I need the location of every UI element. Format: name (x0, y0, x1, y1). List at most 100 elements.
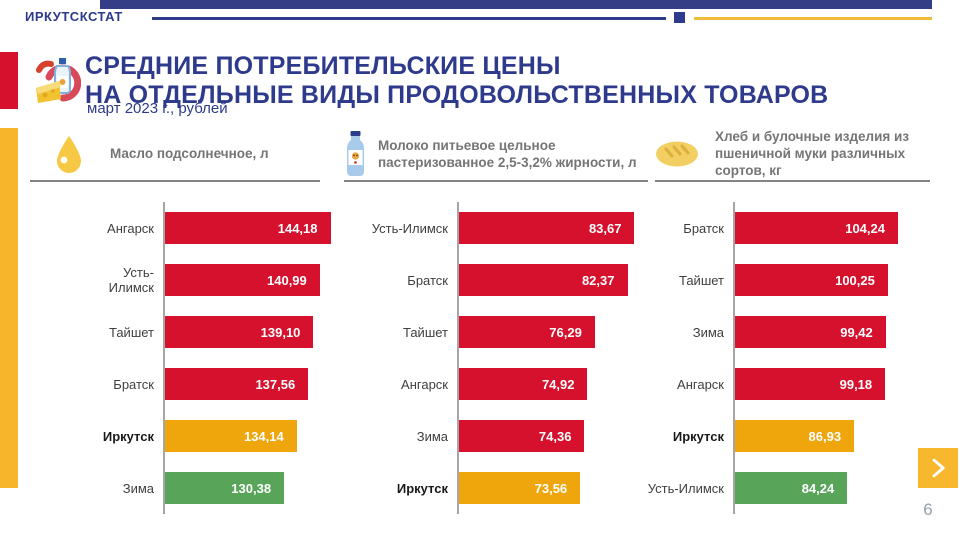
category-label: Усть-Илимск (108, 265, 154, 295)
bar-value: 144,18 (277, 220, 318, 236)
bar-area: 82,37 (457, 254, 647, 306)
bar-area: 144,18 (163, 202, 340, 254)
category-label: Усть-Илимск (371, 220, 448, 236)
bar-value: 140,99 (267, 272, 307, 288)
category-label: Иркутск (396, 480, 448, 496)
bar-value: 104,24 (845, 220, 885, 236)
bar-chart-milk: Усть-Илимск 83,67 Братск 82,37 Тайшет 76,29 Ан… (370, 202, 647, 514)
bar-row: Зима 99,42 (640, 306, 905, 358)
oil-drop-icon (54, 134, 84, 174)
bar-area: 130,38 (163, 462, 340, 514)
bar-value: 99,42 (840, 324, 873, 340)
category-label: Тайшет (678, 272, 724, 288)
category-label: Зима (692, 324, 724, 340)
bar-area: 99,18 (733, 358, 905, 410)
bar-row: Ангарск 74,92 (370, 358, 647, 410)
bar-area: 134,14 (163, 410, 340, 462)
category-label: Ангарск (677, 376, 724, 392)
header-rule-square (674, 12, 685, 23)
milk-bottle-icon (344, 130, 367, 177)
bar-value: 84,24 (801, 480, 835, 496)
bar: 134,14 (165, 420, 297, 452)
category-title: Масло подсолнечное, л (110, 146, 269, 161)
bar-row: Иркутск 86,93 (640, 410, 905, 462)
bar-area: 104,24 (733, 202, 905, 254)
food-products-icon (33, 56, 82, 111)
bar-value: 83,67 (588, 220, 622, 236)
bar: 100,25 (735, 264, 888, 296)
bar-row: Усть-Илимск 83,67 (370, 202, 647, 254)
bar: 130,38 (165, 472, 285, 504)
bar-row: Усть-Илимск 84,24 (640, 462, 905, 514)
bar: 83,67 (459, 212, 635, 244)
category-label: Ангарск (107, 220, 154, 236)
left-accent-gold (0, 128, 18, 488)
bar-chart-bread: Братск 104,24 Тайшет 100,25 Зима 99,42 Ангарск… (640, 202, 905, 514)
bar-value: 74,92 (541, 376, 575, 392)
bar-row: Братск 82,37 (370, 254, 647, 306)
bar-value: 134,14 (243, 428, 284, 444)
header-rule-gold (694, 17, 932, 20)
category-label: Зима (122, 480, 154, 496)
page-title: СРЕДНИЕ ПОТРЕБИТЕЛЬСКИЕ ЦЕНЫ НА ОТДЕЛЬНЫ… (85, 52, 828, 110)
bar-row: Тайшет 100,25 (640, 254, 905, 306)
bar-area: 84,24 (733, 462, 905, 514)
category-title: Молоко питьевое цельное пастеризованное … (378, 137, 637, 170)
title-line-1: СРЕДНИЕ ПОТРЕБИТЕЛЬСКИЕ ЦЕНЫ (85, 52, 561, 80)
bar-row: Ангарск 144,18 (85, 202, 340, 254)
bar-value: 130,38 (231, 480, 272, 496)
bar-area: 140,99 (163, 254, 340, 306)
bar-area: 137,56 (163, 358, 340, 410)
bar: 76,29 (459, 316, 595, 348)
bar-area: 99,42 (733, 306, 905, 358)
bar-row: Иркутск 134,14 (85, 410, 340, 462)
category-label: Братск (683, 220, 724, 236)
category-label: Иркутск (102, 428, 154, 444)
category-header-oil: Масло подсолнечное, л (30, 127, 320, 182)
category-label: Усть-Илимск (647, 480, 724, 496)
bar: 73,56 (459, 472, 581, 504)
bar: 144,18 (165, 212, 331, 244)
next-page-button[interactable] (918, 448, 958, 488)
top-accent-bar (100, 0, 932, 9)
bar: 137,56 (165, 368, 309, 400)
bar: 82,37 (459, 264, 628, 296)
bread-icon (655, 140, 699, 168)
category-header-milk: Молоко питьевое цельное пастеризованное … (344, 127, 648, 182)
category-label: Иркутск (672, 428, 724, 444)
category-label: Тайшет (402, 324, 448, 340)
bar: 99,18 (735, 368, 886, 400)
page-number: 6 (923, 500, 933, 519)
bar: 74,92 (459, 368, 588, 400)
bar-area: 73,56 (457, 462, 647, 514)
bar-area: 100,25 (733, 254, 905, 306)
category-label: Ангарск (401, 376, 448, 392)
org-logo-text: ИРКУТСКСТАТ (25, 9, 123, 24)
bar-value: 73,56 (534, 480, 568, 496)
bar-value: 139,10 (260, 324, 301, 340)
category-title: Хлеб и булочные изделия из пшеничной мук… (715, 129, 910, 178)
chevron-right-icon (932, 458, 945, 478)
bar-area: 74,36 (457, 410, 647, 462)
bar-row: Тайшет 76,29 (370, 306, 647, 358)
bar-area: 83,67 (457, 202, 647, 254)
category-label: Тайшет (108, 324, 154, 340)
bar-value: 99,18 (839, 376, 873, 392)
bar: 74,36 (459, 420, 585, 452)
bar: 84,24 (735, 472, 848, 504)
bar-area: 74,92 (457, 358, 647, 410)
category-header-bread: Хлеб и булочные изделия из пшеничной мук… (655, 127, 930, 182)
bar-area: 139,10 (163, 306, 340, 358)
bar-row: Ангарск 99,18 (640, 358, 905, 410)
bar: 104,24 (735, 212, 898, 244)
bar-row: Усть-Илимск 140,99 (85, 254, 340, 306)
bar-chart-oil: Ангарск 144,18 Усть-Илимск 140,99 Тайшет 139,… (85, 202, 340, 514)
category-label: Братск (113, 376, 154, 392)
bar-value: 137,56 (255, 376, 296, 392)
bar-value: 86,93 (808, 428, 842, 444)
bar-value: 100,25 (835, 272, 875, 288)
bar-row: Братск 137,56 (85, 358, 340, 410)
bar-value: 76,29 (549, 324, 582, 340)
bar: 99,42 (735, 316, 886, 348)
